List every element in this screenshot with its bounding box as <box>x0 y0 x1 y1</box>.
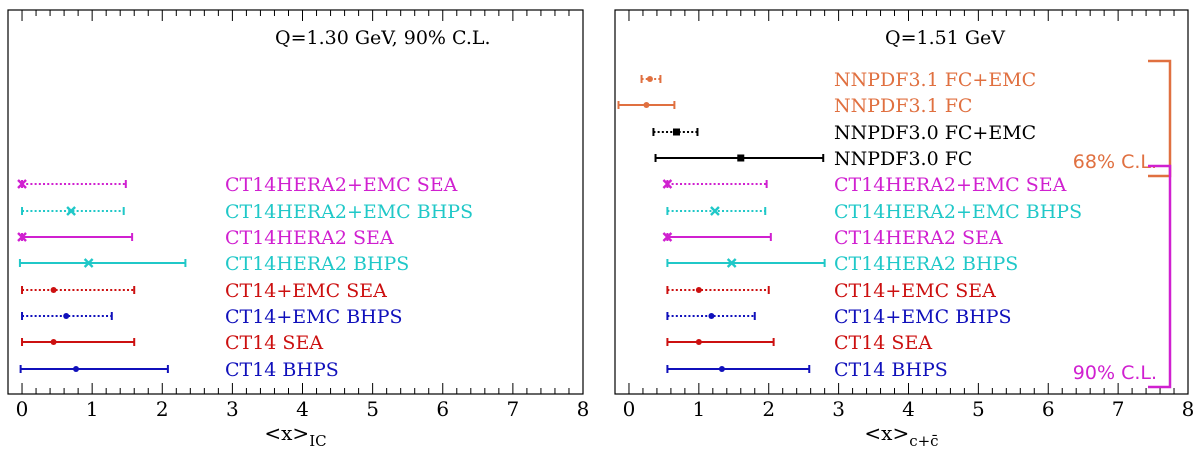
x-tick-label: 0 <box>623 397 636 421</box>
x-tick-label: 1 <box>692 397 705 421</box>
cl-annotation-2: 90% C.L. <box>1073 164 1172 389</box>
central-value-point <box>50 287 57 293</box>
legend-label: CT14 BHPS <box>225 359 339 381</box>
legend-label: CT14HERA2 SEA <box>834 227 1003 249</box>
central-value-point <box>17 179 27 189</box>
cl-annotation-1: 68% C.L. <box>1073 59 1172 178</box>
legend-label: CT14 SEA <box>225 332 323 354</box>
series-12: CT14 BHPS <box>666 359 948 381</box>
series-10: CT14+EMC BHPS <box>666 306 1012 328</box>
central-value-point <box>695 287 702 293</box>
central-value-point <box>672 128 680 136</box>
central-value-point <box>63 313 70 319</box>
legend-label: CT14+EMC SEA <box>225 280 387 302</box>
series-8: CT14HERA2 BHPS <box>666 253 1018 275</box>
series-9: CT14+EMC SEA <box>666 280 996 302</box>
legend-label: CT14 BHPS <box>834 359 948 381</box>
legend-label: CT14HERA2 BHPS <box>834 253 1018 275</box>
central-value-point <box>83 258 94 268</box>
annotation-label: 68% C.L. <box>1073 151 1157 173</box>
central-value-point <box>708 313 715 319</box>
legend-label: CT14HERA2 SEA <box>225 227 394 249</box>
series-8: CT14 BHPS <box>19 359 339 381</box>
central-value-point <box>73 366 80 372</box>
central-value-point <box>718 366 725 372</box>
legend-label: NNPDF3.0 FC+EMC <box>834 122 1036 144</box>
x-tick-label: 2 <box>762 397 775 421</box>
legend-label: CT14HERA2+EMC BHPS <box>834 201 1082 223</box>
legend-label: CT14+EMC BHPS <box>834 306 1012 328</box>
series-4: NNPDF3.0 FC <box>654 148 972 170</box>
x-axis-label: <x>c+c̄ <box>864 421 938 450</box>
panel-2: 0 1 2 3 4 5 6 7 8 Q=1.51 GeV <x>c+c̄ NNPDF3.1 FC+EM… <box>614 9 1195 450</box>
legend-label: NNPDF3.1 FC <box>834 95 972 117</box>
legend-label: CT14HERA2+EMC BHPS <box>225 201 473 223</box>
x-tick-label: 4 <box>902 397 915 421</box>
legend-label: CT14+EMC SEA <box>834 280 996 302</box>
x-tick-label: 8 <box>577 397 590 421</box>
central-value-point <box>50 339 57 345</box>
legend-label: NNPDF3.0 FC <box>834 148 972 170</box>
central-value-point <box>737 154 745 162</box>
x-tick-label: 1 <box>86 397 99 421</box>
x-tick-label: 0 <box>16 397 29 421</box>
legend-label: CT14+EMC BHPS <box>225 306 403 328</box>
central-value-point <box>646 76 653 82</box>
series-7: CT14HERA2 SEA <box>662 227 1003 249</box>
x-tick-label: 2 <box>156 397 169 421</box>
x-tick-label: 5 <box>366 397 379 421</box>
central-value-point <box>710 206 720 216</box>
x-tick-label: 6 <box>436 397 449 421</box>
central-value-point <box>17 232 27 242</box>
x-tick-label: 6 <box>1042 397 1055 421</box>
x-tick-label: 4 <box>296 397 309 421</box>
bracket <box>1148 164 1172 389</box>
series-7: CT14 SEA <box>21 332 323 354</box>
series-6: CT14HERA2+EMC BHPS <box>666 201 1082 223</box>
series-3: CT14HERA2 SEA <box>17 227 394 249</box>
bracket <box>1148 59 1172 178</box>
x-tick-label: 3 <box>226 397 239 421</box>
central-value-point <box>726 258 737 268</box>
series-3: NNPDF3.0 FC+EMC <box>652 122 1036 144</box>
legend-label: CT14 SEA <box>834 332 932 354</box>
annotation-label: 90% C.L. <box>1073 362 1157 384</box>
panel-1: 0 1 2 3 4 5 6 7 8 Q=1.30 GeV, 90% C.L. <x>IC CT14HE… <box>7 9 590 450</box>
series-5: CT14+EMC SEA <box>21 280 387 302</box>
plot-frame <box>614 9 1189 395</box>
series-1: NNPDF3.1 FC+EMC <box>640 69 1036 91</box>
chart-title: Q=1.51 GeV <box>885 27 1005 49</box>
central-value-point <box>695 339 702 345</box>
series-2: NNPDF3.1 FC <box>617 95 972 117</box>
central-value-point <box>66 206 76 216</box>
x-tick-label: 3 <box>832 397 845 421</box>
x-tick-label: 7 <box>1112 397 1125 421</box>
x-tick-label: 5 <box>972 397 985 421</box>
legend-label: CT14HERA2 BHPS <box>225 253 409 275</box>
series-4: CT14HERA2 BHPS <box>18 253 409 275</box>
series-6: CT14+EMC BHPS <box>21 306 403 328</box>
legend-label: CT14HERA2+EMC SEA <box>834 174 1067 196</box>
plot-frame <box>7 9 584 395</box>
central-value-point <box>643 102 650 108</box>
legend-label: NNPDF3.1 FC+EMC <box>834 69 1036 91</box>
x-tick-label: 7 <box>507 397 520 421</box>
central-value-point <box>662 232 673 242</box>
series-2: CT14HERA2+EMC BHPS <box>21 201 473 223</box>
central-value-point <box>662 179 673 189</box>
series-1: CT14HERA2+EMC SEA <box>17 174 458 196</box>
series-11: CT14 SEA <box>666 332 932 354</box>
legend-label: CT14HERA2+EMC SEA <box>225 174 458 196</box>
x-tick-label: 8 <box>1182 397 1195 421</box>
chart-title: Q=1.30 GeV, 90% C.L. <box>275 27 491 49</box>
series-5: CT14HERA2+EMC SEA <box>662 174 1067 196</box>
x-axis-label: <x>IC <box>264 421 326 450</box>
